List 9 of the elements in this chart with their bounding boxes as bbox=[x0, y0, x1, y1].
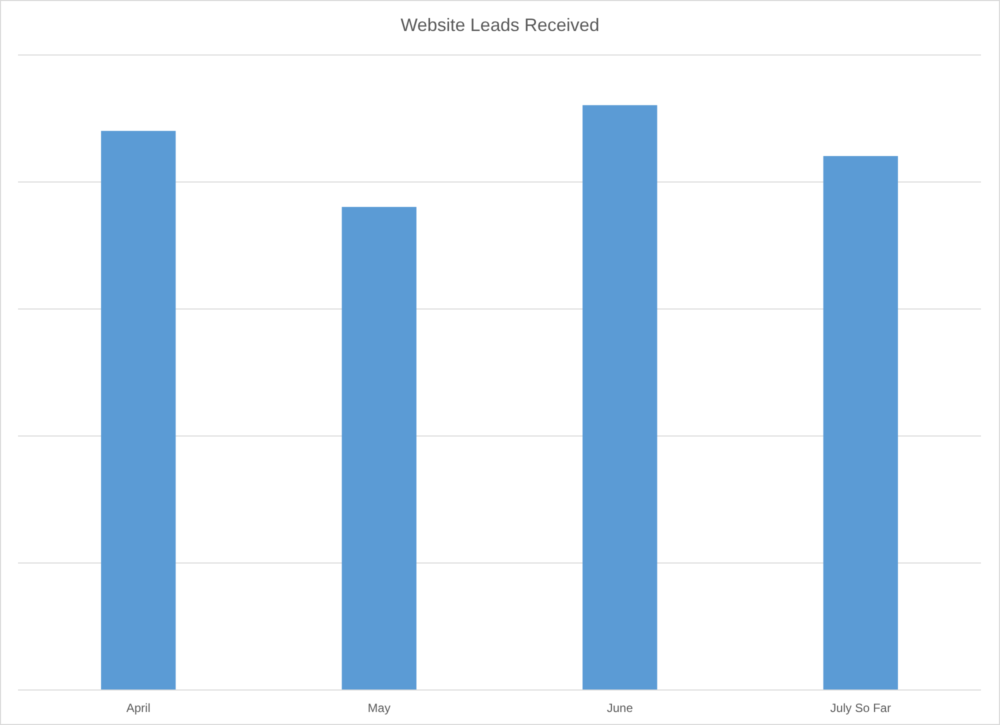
bar bbox=[342, 206, 416, 690]
x-tick-label: May bbox=[368, 701, 390, 715]
bar bbox=[582, 105, 658, 690]
x-tick-label: April bbox=[126, 701, 150, 715]
x-tick-label: June bbox=[606, 701, 634, 715]
x-tick-label: July So Far bbox=[830, 701, 891, 715]
bar bbox=[823, 156, 898, 690]
chart-title: Website Leads Received bbox=[400, 15, 600, 35]
bar bbox=[101, 130, 176, 690]
